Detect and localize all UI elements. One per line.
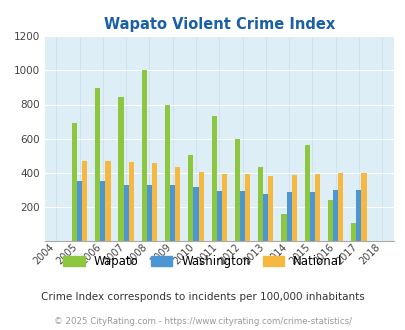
Bar [332, 190, 337, 241]
Bar [211, 116, 216, 241]
Bar [268, 176, 273, 241]
Bar [221, 174, 226, 241]
Legend: Wapato, Washington, National: Wapato, Washington, National [63, 255, 342, 268]
Bar [360, 173, 366, 241]
Bar [175, 167, 180, 241]
Bar [314, 174, 319, 241]
Bar [128, 162, 134, 241]
Bar [356, 190, 360, 241]
Bar [141, 70, 147, 241]
Bar [239, 191, 245, 241]
Title: Wapato Violent Crime Index: Wapato Violent Crime Index [103, 17, 334, 32]
Bar [100, 181, 105, 241]
Bar [350, 223, 356, 241]
Bar [309, 192, 314, 241]
Bar [258, 167, 262, 241]
Bar [147, 185, 151, 241]
Bar [245, 174, 249, 241]
Bar [327, 200, 332, 241]
Bar [193, 187, 198, 241]
Bar [337, 173, 343, 241]
Bar [164, 105, 170, 241]
Bar [286, 192, 291, 241]
Bar [95, 88, 100, 241]
Bar [281, 214, 286, 241]
Text: © 2025 CityRating.com - https://www.cityrating.com/crime-statistics/: © 2025 CityRating.com - https://www.city… [54, 317, 351, 326]
Bar [123, 185, 128, 241]
Bar [151, 163, 157, 241]
Bar [72, 123, 77, 241]
Text: Crime Index corresponds to incidents per 100,000 inhabitants: Crime Index corresponds to incidents per… [41, 292, 364, 302]
Bar [170, 185, 175, 241]
Bar [188, 155, 193, 241]
Bar [118, 97, 123, 241]
Bar [262, 194, 268, 241]
Bar [234, 140, 239, 241]
Bar [291, 175, 296, 241]
Bar [216, 191, 221, 241]
Bar [105, 161, 110, 241]
Bar [304, 146, 309, 241]
Bar [82, 161, 87, 241]
Bar [77, 181, 82, 241]
Bar [198, 172, 203, 241]
